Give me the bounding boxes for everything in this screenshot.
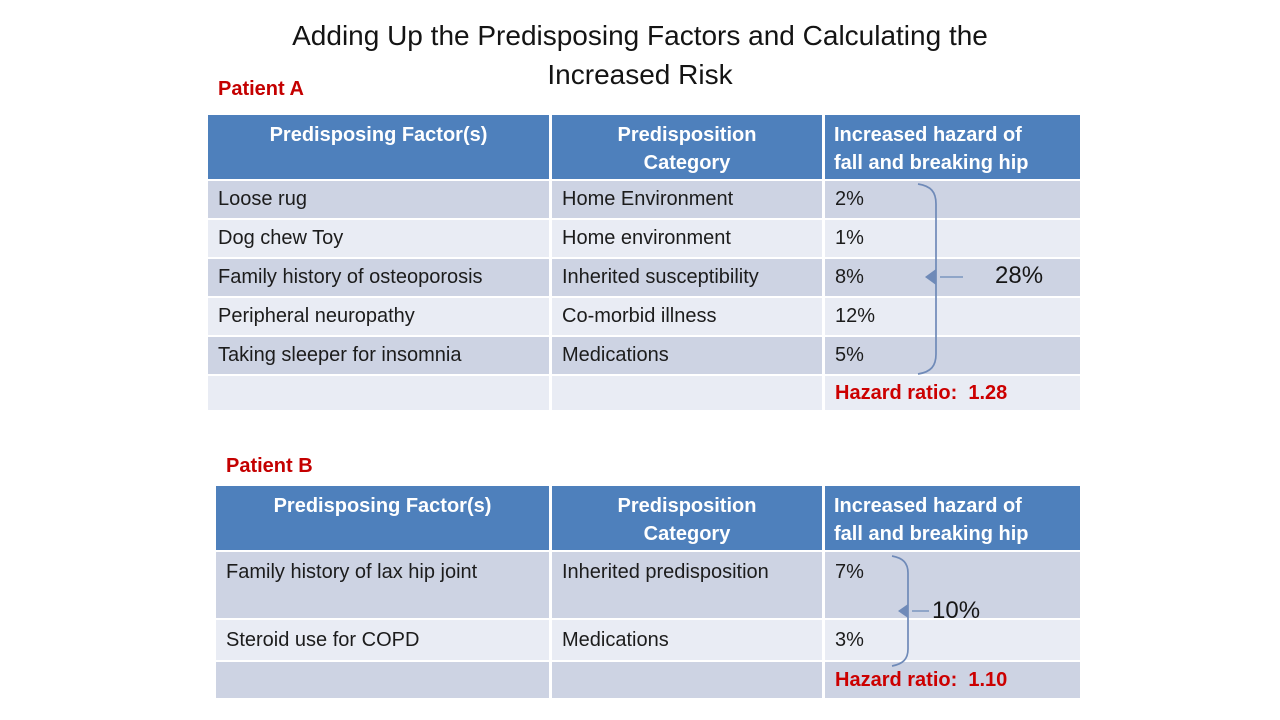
category-cell: Inherited predisposition (552, 552, 822, 618)
category-cell: Medications (552, 620, 822, 660)
title-line-2: Increased Risk (547, 59, 733, 90)
category-cell: Co-morbid illness (552, 298, 822, 335)
hazard-cell: 3% (825, 620, 1080, 660)
category-cell: Medications (552, 337, 822, 374)
category-cell: Home environment (552, 220, 822, 257)
hazard-cell: 7% (825, 552, 1080, 618)
empty-cell (216, 662, 549, 698)
header-cell: Predisposing Factor(s) (208, 115, 549, 179)
factor-cell: Dog chew Toy (208, 220, 549, 257)
hazard-cell: 1% (825, 220, 1080, 257)
empty-cell (552, 662, 822, 698)
header-cell: Increased hazard of fall and breaking hip (825, 486, 1080, 550)
patient-b-table: Predisposing Factor(s) Predisposition Cate… (216, 486, 1080, 698)
combined-total-b: 10% (932, 597, 981, 624)
factor-cell: Taking sleeper for insomnia (208, 337, 549, 374)
factor-cell: Peripheral neuropathy (208, 298, 549, 335)
title-line-1: Adding Up the Predisposing Factors and C… (292, 20, 988, 51)
patient-b-label: Patient B (226, 455, 313, 477)
factor-cell: Steroid use for COPD (216, 620, 549, 660)
patient-a-label: Patient A (218, 78, 304, 100)
header-cell: Increased hazard of fall and breaking hip (825, 115, 1080, 179)
category-cell: Home Environment (552, 181, 822, 218)
factor-cell: Loose rug (208, 181, 549, 218)
sum-bracket-b-icon (891, 555, 929, 667)
hazard-ratio-cell: Hazard ratio: 1.10 (825, 662, 1080, 698)
sum-bracket-a-icon (917, 183, 963, 375)
category-cell: Inherited susceptibility (552, 259, 822, 296)
hazard-cell: 2% (825, 181, 1080, 218)
hazard-ratio-cell: Hazard ratio: 1.28 (825, 376, 1080, 410)
header-cell: Predisposition Category (552, 486, 822, 550)
header-cell: Predisposition Category (552, 115, 822, 179)
hazard-cell: 12% (825, 298, 1080, 335)
header-cell: Predisposing Factor(s) (216, 486, 549, 550)
combined-total-a: 28% (995, 262, 1044, 289)
factor-cell: Family history of lax hip joint (216, 552, 549, 618)
empty-cell (552, 376, 822, 410)
empty-cell (208, 376, 549, 410)
hazard-cell: 5% (825, 337, 1080, 374)
patient-a-table: Predisposing Factor(s) Predisposition Cate… (208, 115, 1080, 410)
factor-cell: Family history of osteoporosis (208, 259, 549, 296)
slide-title: Adding Up the Predisposing Factors and C… (0, 16, 1280, 94)
